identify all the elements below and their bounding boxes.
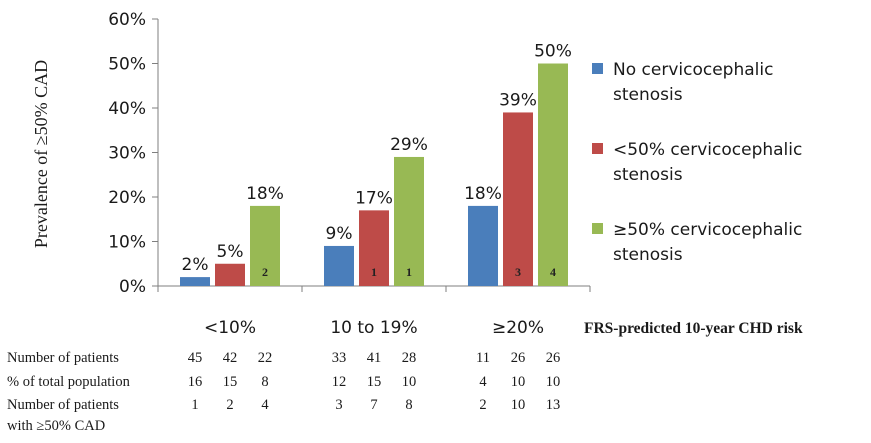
bar [250, 205, 280, 286]
table-row-label-line2: with ≥50% CAD [7, 418, 106, 434]
table-cell: 42 [222, 350, 238, 366]
x-category-label: 10 to 19% [330, 318, 417, 338]
bar-value-label: 17% [355, 188, 393, 208]
bar [538, 63, 568, 286]
table-cell: 2 [479, 397, 487, 413]
table-cell: 41 [366, 350, 382, 366]
x-category-label: <10% [204, 318, 256, 338]
y-tick-label: 0% [119, 277, 146, 297]
legend-label: No cervicocephalic [613, 60, 773, 80]
table-cell: 28 [401, 350, 417, 366]
bar-value-label: 39% [499, 90, 537, 110]
table-row-label: Number of patients [7, 350, 119, 366]
legend-swatch [592, 223, 603, 234]
bar-value-label: 18% [246, 184, 284, 204]
legend-label: <50% cervicocephalic [613, 140, 802, 160]
table-cell: 26 [545, 350, 561, 366]
bar-value-label: 5% [217, 242, 244, 262]
bar [215, 263, 245, 286]
bar-inner-label: 1 [406, 265, 412, 279]
table-row-label: % of total population [7, 374, 130, 390]
table-cell: 13 [545, 397, 561, 413]
bar-value-label: 29% [390, 135, 428, 155]
bar-inner-label: 3 [515, 265, 521, 279]
y-tick-label: 20% [108, 188, 146, 208]
bar [180, 277, 210, 286]
y-tick-label: 40% [108, 99, 146, 119]
y-axis: 0% 10% 20% 30% 40% 50% 60% [108, 10, 591, 297]
table-cell: 10 [510, 374, 526, 390]
table-cell: 10 [510, 397, 526, 413]
bar-inner-label: 1 [371, 265, 377, 279]
table-cell: 22 [257, 350, 273, 366]
y-tick-label: 10% [108, 233, 146, 253]
bar-value-label: 50% [534, 42, 572, 62]
x-category-label: ≥20% [492, 318, 544, 338]
legend-swatch [592, 63, 603, 74]
table-cell: 1 [191, 397, 199, 413]
legend-label-line2: stenosis [613, 165, 683, 185]
bar-value-label: 9% [326, 224, 353, 244]
table-cell: 10 [545, 374, 561, 390]
bar [394, 156, 424, 286]
table-cell: 15 [222, 374, 238, 390]
y-tick-label: 30% [108, 144, 146, 164]
table-cell: 16 [187, 374, 203, 390]
bar-series: <10% 2% 5% 18% 2 10 to 19% 9%17% 1 29% 1 ≥20% 18% 39… [180, 42, 572, 338]
table-cell: 2 [226, 397, 234, 413]
table-cell: 4 [479, 374, 487, 390]
table-cell: 15 [366, 374, 382, 390]
table-cell: 12 [331, 374, 347, 390]
table-cell: 33 [331, 350, 347, 366]
table-cell: 3 [335, 397, 343, 413]
y-tick-label: 60% [108, 10, 146, 30]
legend: No cervicocephalic stenosis <50% cervicoce… [592, 60, 802, 265]
bar-inner-label: 2 [262, 265, 268, 279]
table-cell: 8 [261, 374, 269, 390]
legend-label-line2: stenosis [613, 85, 683, 105]
legend-label-line2: stenosis [613, 245, 683, 265]
table-cell: 11 [476, 350, 490, 366]
bar [503, 112, 533, 286]
y-axis-label: Prevalence of ≥50% CAD [31, 60, 51, 248]
bar [324, 245, 354, 286]
table-cell: 8 [405, 397, 413, 413]
bar-inner-label: 4 [550, 265, 556, 279]
table-cell: 10 [401, 374, 417, 390]
bar [468, 205, 498, 286]
bar-value-label: 2% [182, 255, 209, 275]
bar-value-label: 18% [464, 184, 502, 204]
bar [359, 210, 389, 286]
legend-swatch [592, 143, 603, 154]
table-row-label: Number of patients [7, 397, 119, 413]
table-cell: 7 [370, 397, 378, 413]
x-axis-title: FRS-predicted 10-year CHD risk [584, 320, 803, 337]
table-cell: 4 [261, 397, 269, 413]
table-cell: 26 [510, 350, 526, 366]
legend-label: ≥50% cervicocephalic [613, 220, 802, 240]
table-cell: 45 [187, 350, 203, 366]
y-tick-label: 50% [108, 55, 146, 75]
